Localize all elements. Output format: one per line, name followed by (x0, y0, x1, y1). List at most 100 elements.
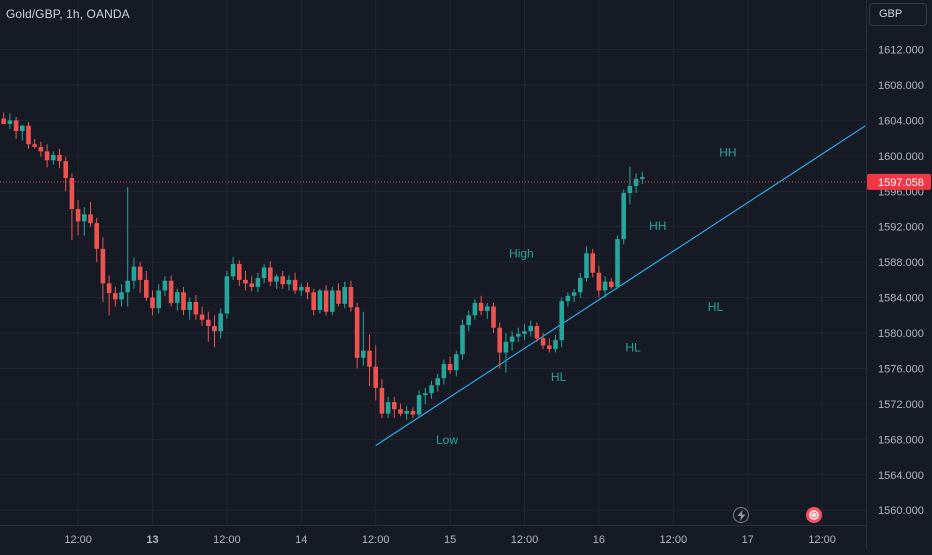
candle (137, 262, 143, 294)
candle-body (472, 302, 478, 316)
candle (348, 280, 354, 312)
candle-body (255, 278, 261, 287)
candle (206, 311, 211, 342)
candle (119, 284, 124, 307)
candle-body (181, 292, 186, 310)
candle-body (578, 278, 583, 293)
candle-body (354, 307, 360, 358)
candle-body (106, 283, 112, 294)
candle-body (460, 325, 465, 355)
candle-body (410, 410, 416, 415)
candle (547, 338, 552, 353)
candle-body (621, 193, 626, 240)
candle (26, 122, 31, 149)
candle-body (168, 280, 174, 303)
candle (565, 292, 571, 307)
candle (627, 166, 633, 205)
candle (423, 387, 428, 404)
candle (410, 407, 416, 419)
candle (522, 324, 527, 341)
candle (367, 334, 372, 387)
lightning-button[interactable] (733, 507, 749, 523)
annotation-label: Low (436, 433, 458, 447)
candle (404, 405, 409, 420)
x-axis[interactable]: 12:00 13 12:00 14 12:00 15 12:00 16 12:00 17 12:00 (64, 534, 836, 546)
candle-body (478, 302, 484, 311)
y-axis[interactable]: 1612.0001608.0001604.0001600.0001596.000… (867, 45, 931, 518)
y-tick-label: 1584.000 (878, 293, 924, 305)
candle (584, 246, 589, 282)
candle (218, 308, 223, 339)
candle-body (454, 354, 459, 371)
y-tick-label: 1608.000 (878, 80, 924, 92)
candle (317, 288, 323, 314)
candle (540, 333, 546, 349)
candle-body (602, 281, 608, 291)
annotation-label: HH (649, 219, 666, 233)
candle-body (119, 292, 124, 300)
candle-body (243, 279, 248, 284)
candle (447, 356, 453, 374)
annotation-label: HL (551, 370, 567, 384)
candle (106, 275, 112, 316)
candle (503, 333, 509, 373)
candle (274, 274, 279, 289)
candle-body (175, 292, 180, 303)
candle-body (88, 214, 93, 224)
candle-body (299, 286, 304, 291)
candle-body (305, 286, 310, 293)
candle (385, 396, 391, 419)
candle (323, 285, 329, 316)
symbol-title[interactable]: Gold/GBP, 1h, OANDA (6, 7, 130, 21)
candle (69, 173, 75, 240)
candle-body (342, 286, 347, 304)
candle (553, 334, 558, 353)
candle (342, 281, 347, 309)
candle-body (51, 154, 56, 161)
candle-body (373, 366, 378, 388)
x-tick-label: 12:00 (213, 534, 241, 546)
candle-body (317, 290, 323, 310)
candle-body (193, 302, 199, 315)
candle (621, 189, 626, 245)
candle (398, 403, 403, 417)
candle (13, 116, 19, 139)
candle-body (447, 364, 453, 371)
candle (485, 302, 490, 319)
candle (478, 295, 484, 316)
y-tick-label: 1572.000 (878, 399, 924, 411)
candle (88, 201, 93, 227)
candle (578, 272, 583, 298)
candle (199, 306, 205, 326)
candle-body (206, 319, 211, 326)
candle (212, 315, 217, 348)
candle (373, 345, 378, 401)
candle-body (491, 306, 496, 328)
candle (435, 373, 440, 392)
candle (590, 248, 595, 278)
candle (299, 283, 304, 296)
candle-body (94, 223, 99, 249)
candle-body (230, 263, 236, 277)
candle-body (268, 267, 273, 282)
candle-body (323, 290, 329, 312)
candle (268, 261, 273, 287)
candle-body (485, 306, 490, 311)
candle (175, 288, 180, 311)
currency-button[interactable]: GBP (869, 3, 927, 26)
event-button[interactable] (806, 507, 822, 523)
candle-body (150, 297, 155, 309)
candle-body (435, 378, 440, 386)
lightning-icon (737, 510, 746, 521)
candle-body (633, 178, 639, 186)
candle-body (336, 290, 341, 304)
candle (596, 265, 602, 298)
candle-body (113, 293, 118, 300)
candle (94, 217, 99, 263)
candle (224, 271, 230, 319)
candle (509, 331, 515, 351)
candle (255, 272, 261, 293)
candle-body (20, 125, 25, 132)
